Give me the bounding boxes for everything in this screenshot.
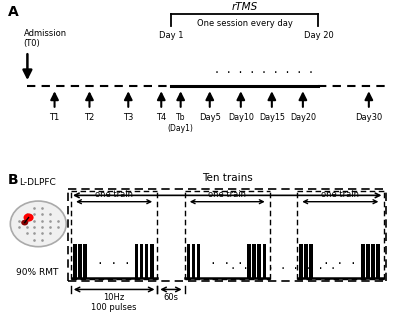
Text: 60s: 60s bbox=[164, 293, 178, 302]
Bar bbox=[258, 245, 261, 278]
Bar bbox=[299, 245, 303, 278]
Text: One session every day: One session every day bbox=[197, 19, 293, 28]
Bar bbox=[310, 245, 313, 278]
Text: A: A bbox=[8, 5, 19, 19]
Bar bbox=[247, 245, 251, 278]
Bar bbox=[135, 245, 138, 278]
Text: . . . . . . . . .: . . . . . . . . . bbox=[214, 65, 314, 75]
Bar bbox=[304, 245, 308, 278]
Text: Day5: Day5 bbox=[199, 113, 221, 122]
Text: Day 1: Day 1 bbox=[159, 31, 183, 40]
Text: Day20: Day20 bbox=[290, 113, 316, 122]
Text: Day30: Day30 bbox=[355, 113, 382, 122]
Bar bbox=[366, 245, 370, 278]
Text: . . .: . . . bbox=[210, 256, 244, 266]
Bar bbox=[145, 245, 148, 278]
Text: Day 20: Day 20 bbox=[304, 31, 333, 40]
Bar bbox=[371, 245, 375, 278]
Text: T1: T1 bbox=[50, 113, 60, 122]
Bar bbox=[150, 245, 154, 278]
Bar bbox=[361, 245, 364, 278]
Text: Day15: Day15 bbox=[259, 113, 285, 122]
Text: . . .: . . . bbox=[324, 256, 357, 266]
Text: Tb
(Day1): Tb (Day1) bbox=[168, 113, 194, 133]
Bar bbox=[252, 245, 256, 278]
Text: T2: T2 bbox=[84, 113, 95, 122]
Text: rTMS: rTMS bbox=[232, 2, 258, 12]
Text: . . . . . . . . .: . . . . . . . . . bbox=[230, 261, 337, 271]
Text: L-DLPFC: L-DLPFC bbox=[19, 178, 56, 187]
Bar bbox=[187, 245, 190, 278]
Bar bbox=[192, 245, 196, 278]
Text: Day10: Day10 bbox=[228, 113, 254, 122]
Text: one train: one train bbox=[208, 189, 246, 199]
Text: Admission
(T0): Admission (T0) bbox=[24, 28, 67, 48]
Bar bbox=[197, 245, 200, 278]
Circle shape bbox=[21, 220, 28, 225]
Bar bbox=[262, 245, 266, 278]
Text: one train: one train bbox=[321, 189, 359, 199]
Bar bbox=[73, 245, 77, 278]
Text: T4: T4 bbox=[156, 113, 166, 122]
Text: B: B bbox=[8, 173, 19, 187]
Circle shape bbox=[10, 201, 66, 247]
Bar bbox=[83, 245, 87, 278]
Bar bbox=[140, 245, 144, 278]
Text: . . .: . . . bbox=[97, 256, 131, 266]
Circle shape bbox=[24, 214, 34, 222]
Text: Ten trains: Ten trains bbox=[202, 173, 252, 183]
Text: one train: one train bbox=[95, 189, 133, 199]
Bar bbox=[78, 245, 82, 278]
Bar bbox=[376, 245, 380, 278]
Text: T3: T3 bbox=[123, 113, 134, 122]
Text: 90% RMT: 90% RMT bbox=[16, 268, 58, 277]
Text: 10Hz
100 pulses: 10Hz 100 pulses bbox=[91, 293, 137, 312]
